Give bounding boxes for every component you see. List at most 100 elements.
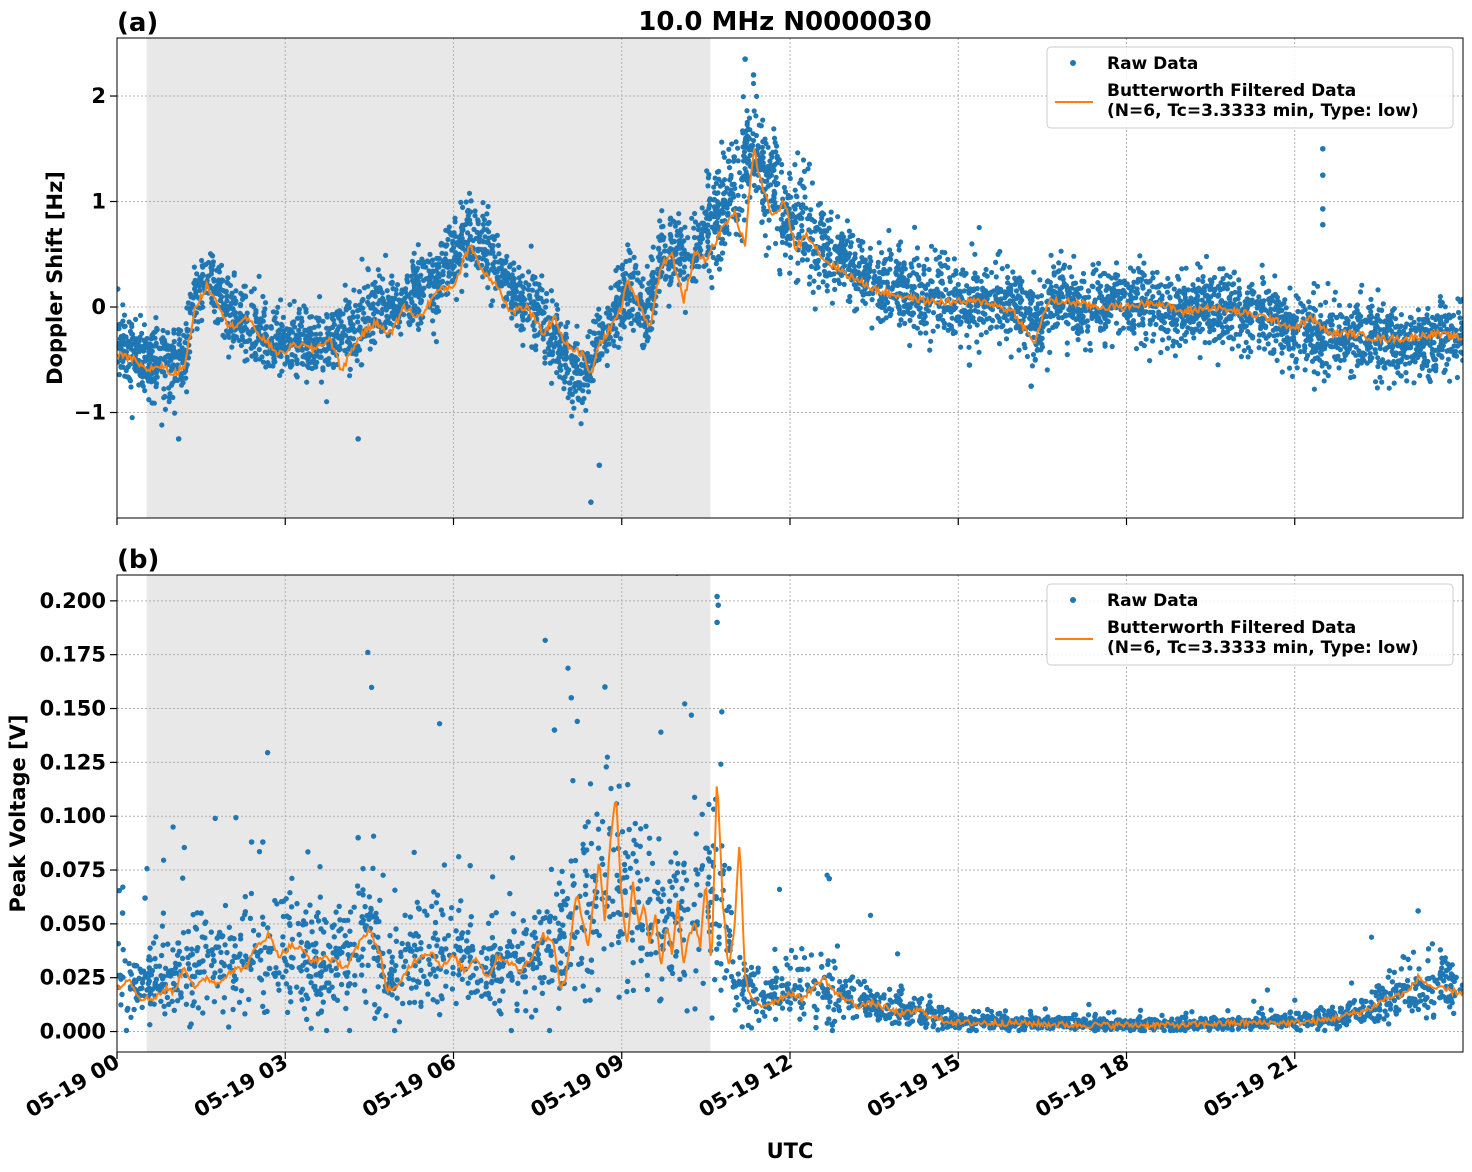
- raw-point: [883, 315, 889, 321]
- raw-point: [997, 318, 1003, 325]
- raw-point: [629, 306, 636, 313]
- raw-point: [170, 349, 176, 355]
- raw-point: [942, 250, 948, 256]
- raw-point: [355, 319, 361, 325]
- raw-point: [421, 285, 427, 291]
- raw-point: [762, 233, 768, 239]
- raw-point: [1081, 295, 1087, 301]
- raw-point: [226, 354, 232, 360]
- raw-point: [440, 272, 446, 278]
- raw-point: [594, 312, 600, 318]
- raw-point: [1434, 315, 1440, 321]
- raw-point: [472, 208, 478, 214]
- raw-point: [1065, 291, 1071, 297]
- raw-point: [380, 301, 386, 307]
- raw-point: [485, 203, 491, 210]
- raw-point: [1254, 298, 1260, 305]
- raw-point: [745, 156, 751, 162]
- raw-point: [971, 275, 977, 281]
- raw-point: [836, 280, 843, 286]
- raw-point: [961, 288, 967, 294]
- raw-point: [709, 285, 715, 291]
- raw-point: [1101, 270, 1107, 277]
- raw-point: [909, 288, 915, 294]
- raw-point: [358, 362, 364, 368]
- raw-point: [861, 268, 868, 274]
- raw-point: [919, 290, 926, 296]
- raw-point: [517, 282, 523, 288]
- raw-point: [248, 289, 254, 295]
- raw-point: [228, 294, 234, 300]
- raw-point: [779, 161, 785, 168]
- raw-point: [272, 315, 278, 321]
- raw-point: [374, 287, 380, 294]
- raw-point: [1231, 269, 1237, 275]
- raw-point: [1105, 318, 1111, 325]
- raw-point: [168, 368, 174, 374]
- raw-point: [1311, 386, 1317, 392]
- raw-point: [1178, 336, 1184, 342]
- raw-point: [1096, 294, 1102, 301]
- raw-point: [706, 197, 713, 204]
- raw-point: [411, 250, 417, 256]
- raw-point: [968, 303, 974, 309]
- raw-point: [361, 310, 367, 316]
- raw-point: [1443, 318, 1450, 324]
- raw-point: [1445, 356, 1451, 362]
- raw-point: [1412, 359, 1418, 365]
- raw-point: [719, 236, 726, 242]
- raw-point: [930, 328, 936, 334]
- raw-point: [1379, 379, 1385, 385]
- raw-point: [1246, 301, 1252, 307]
- raw-point: [604, 362, 610, 369]
- raw-point: [151, 400, 157, 406]
- raw-point: [647, 327, 654, 333]
- raw-point: [1352, 310, 1358, 316]
- raw-point: [667, 246, 674, 252]
- raw-point: [712, 175, 718, 181]
- raw-point: [1195, 277, 1201, 283]
- raw-point: [1250, 291, 1256, 297]
- raw-point: [1166, 335, 1172, 341]
- raw-point: [475, 221, 481, 227]
- raw-point: [644, 263, 650, 269]
- raw-point: [223, 288, 229, 294]
- raw-point: [365, 299, 371, 305]
- raw-point: [522, 297, 528, 303]
- raw-point: [1001, 314, 1007, 320]
- raw-point: [410, 263, 416, 269]
- raw-point: [1130, 318, 1137, 324]
- raw-point: [544, 290, 550, 297]
- raw-point: [1072, 280, 1079, 286]
- raw-point: [824, 288, 830, 294]
- raw-point: [782, 189, 789, 195]
- raw-point: [779, 239, 786, 245]
- raw-point: [165, 330, 171, 336]
- raw-point: [572, 341, 579, 347]
- raw-point: [1439, 347, 1445, 353]
- raw-point: [1094, 318, 1100, 324]
- raw-point: [458, 199, 464, 205]
- raw-point: [392, 303, 398, 309]
- raw-point: [784, 235, 790, 242]
- raw-point: [156, 345, 163, 352]
- raw-point: [1023, 290, 1029, 296]
- raw-point: [555, 350, 561, 356]
- raw-point: [294, 315, 301, 321]
- raw-point: [799, 223, 805, 229]
- raw-point: [263, 364, 269, 370]
- raw-point: [1109, 343, 1115, 350]
- raw-point: [534, 289, 540, 295]
- raw-point: [526, 269, 532, 275]
- raw-point: [763, 252, 769, 258]
- raw-point: [765, 144, 771, 150]
- raw-point: [1229, 346, 1235, 352]
- raw-point: [1455, 309, 1462, 316]
- raw-point: [229, 290, 235, 296]
- raw-point: [492, 259, 498, 265]
- raw-point: [781, 184, 788, 191]
- raw-point: [259, 354, 265, 360]
- raw-point: [972, 251, 978, 257]
- raw-point: [760, 160, 766, 166]
- raw-point: [446, 270, 452, 276]
